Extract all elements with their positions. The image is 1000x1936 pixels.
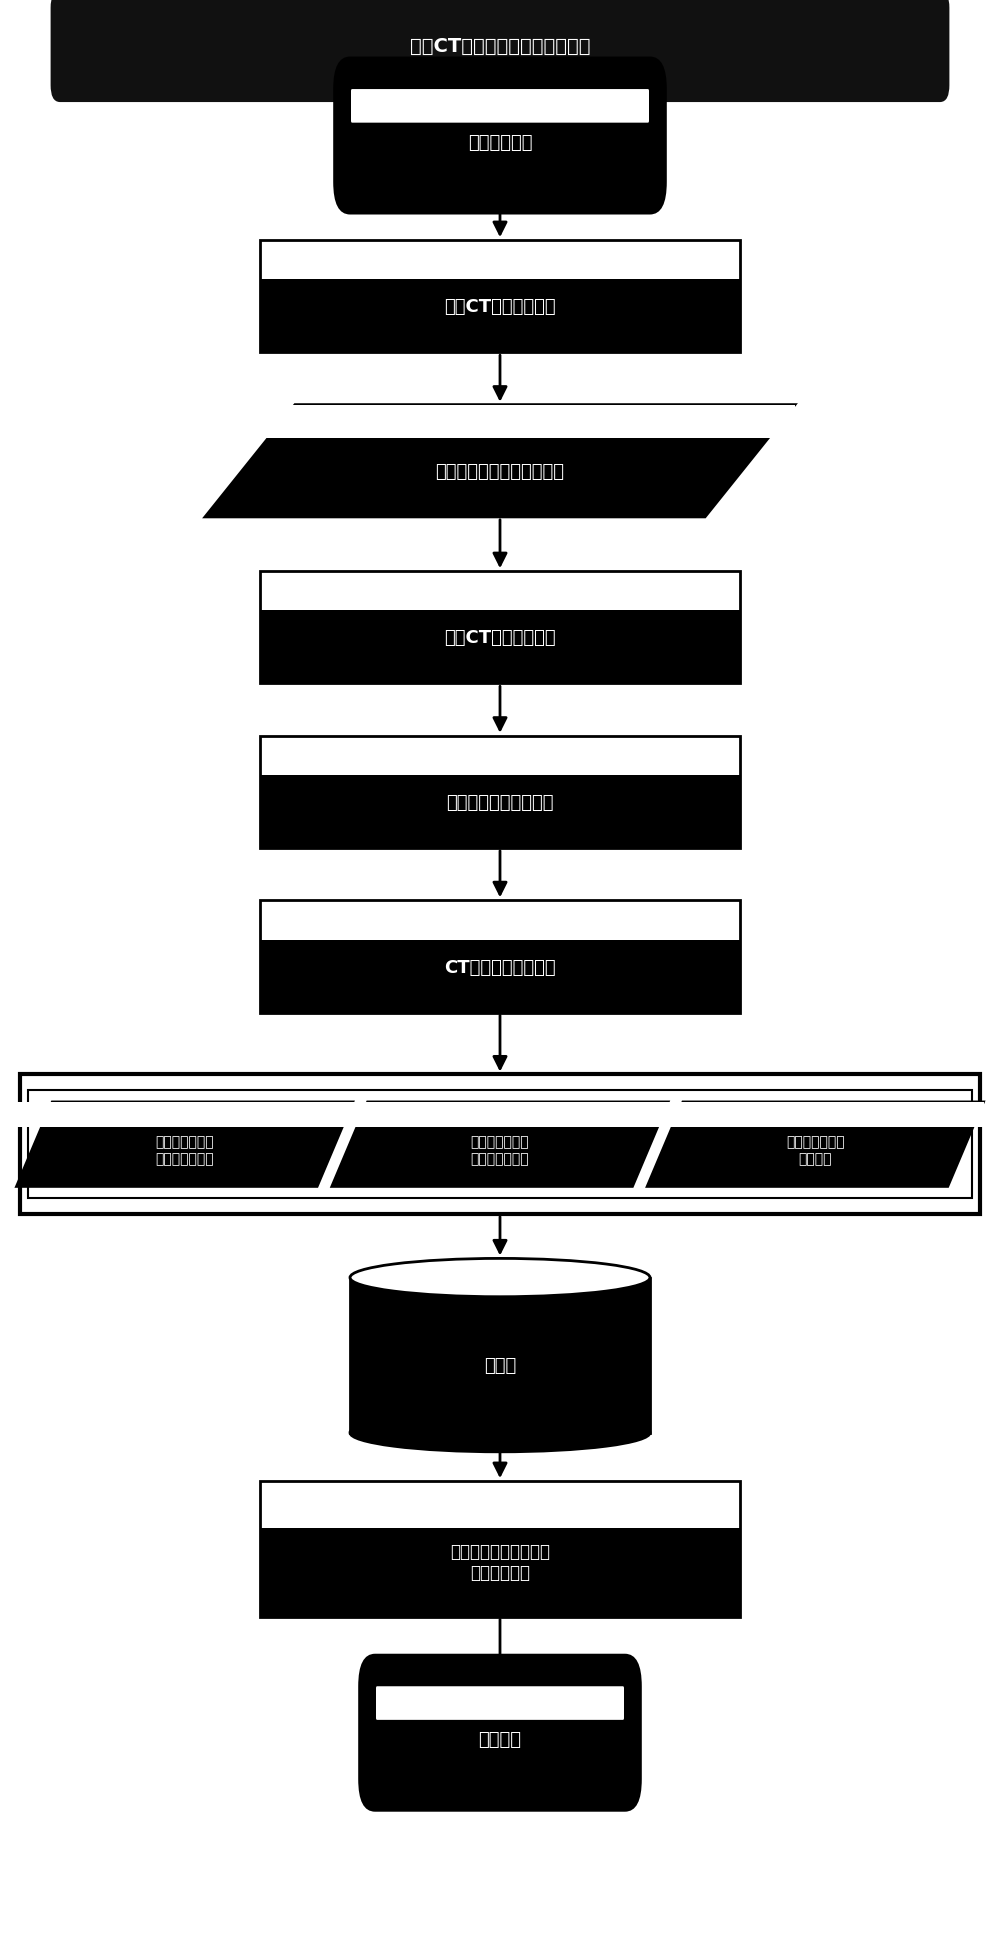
Text: 放置工件在同等条件下: 放置工件在同等条件下 (446, 794, 554, 811)
Bar (260, 774, 740, 848)
Text: 数据库: 数据库 (484, 1357, 516, 1375)
Ellipse shape (350, 1258, 650, 1297)
Polygon shape (16, 1102, 353, 1187)
Bar (647, 1102, 984, 1127)
FancyBboxPatch shape (351, 89, 649, 122)
Bar (260, 610, 740, 683)
Bar (331, 1102, 669, 1127)
Text: CT扫描获三维数据帧: CT扫描获三维数据帧 (444, 958, 556, 976)
Polygon shape (331, 1102, 669, 1187)
Bar (260, 1529, 740, 1617)
Text: 工业CT扫描参数设置: 工业CT扫描参数设置 (444, 298, 556, 316)
Text: 输出工件三维模型三维
精密测量结果: 输出工件三维模型三维 精密测量结果 (450, 1543, 550, 1582)
FancyBboxPatch shape (358, 1653, 642, 1812)
Text: 被测工件准备: 被测工件准备 (468, 134, 532, 151)
Text: 不同姿态下工件
三维点云数据帧: 不同姿态下工件 三维点云数据帧 (471, 1134, 529, 1167)
Ellipse shape (350, 1413, 650, 1452)
Text: 机体初始状态及
误差参数: 机体初始状态及 误差参数 (786, 1134, 845, 1167)
Bar (260, 939, 740, 1013)
Polygon shape (647, 1102, 984, 1187)
Text: 工业CT三维精密测量与校准方法: 工业CT三维精密测量与校准方法 (410, 37, 590, 56)
Bar (16, 1102, 353, 1127)
Bar (260, 279, 740, 352)
Bar (260, 736, 740, 848)
Text: 依据物体的材质尺寸、结构: 依据物体的材质尺寸、结构 (436, 463, 564, 480)
Bar (260, 1481, 740, 1617)
FancyBboxPatch shape (333, 56, 667, 215)
Text: 初始姿态下工件
三维点云数据帧: 初始姿态下工件 三维点云数据帧 (155, 1134, 214, 1167)
Bar (20, 1074, 980, 1214)
Bar (350, 1278, 650, 1433)
FancyBboxPatch shape (52, 0, 948, 101)
Polygon shape (205, 405, 795, 517)
Bar (28, 1090, 972, 1198)
FancyBboxPatch shape (376, 1686, 624, 1719)
Bar (260, 900, 740, 1013)
Text: 输出结束: 输出结束 (479, 1731, 522, 1748)
Bar (205, 405, 795, 438)
Text: 工业CT扫描获取数据: 工业CT扫描获取数据 (444, 629, 556, 647)
Bar (260, 240, 740, 352)
Bar (260, 571, 740, 683)
